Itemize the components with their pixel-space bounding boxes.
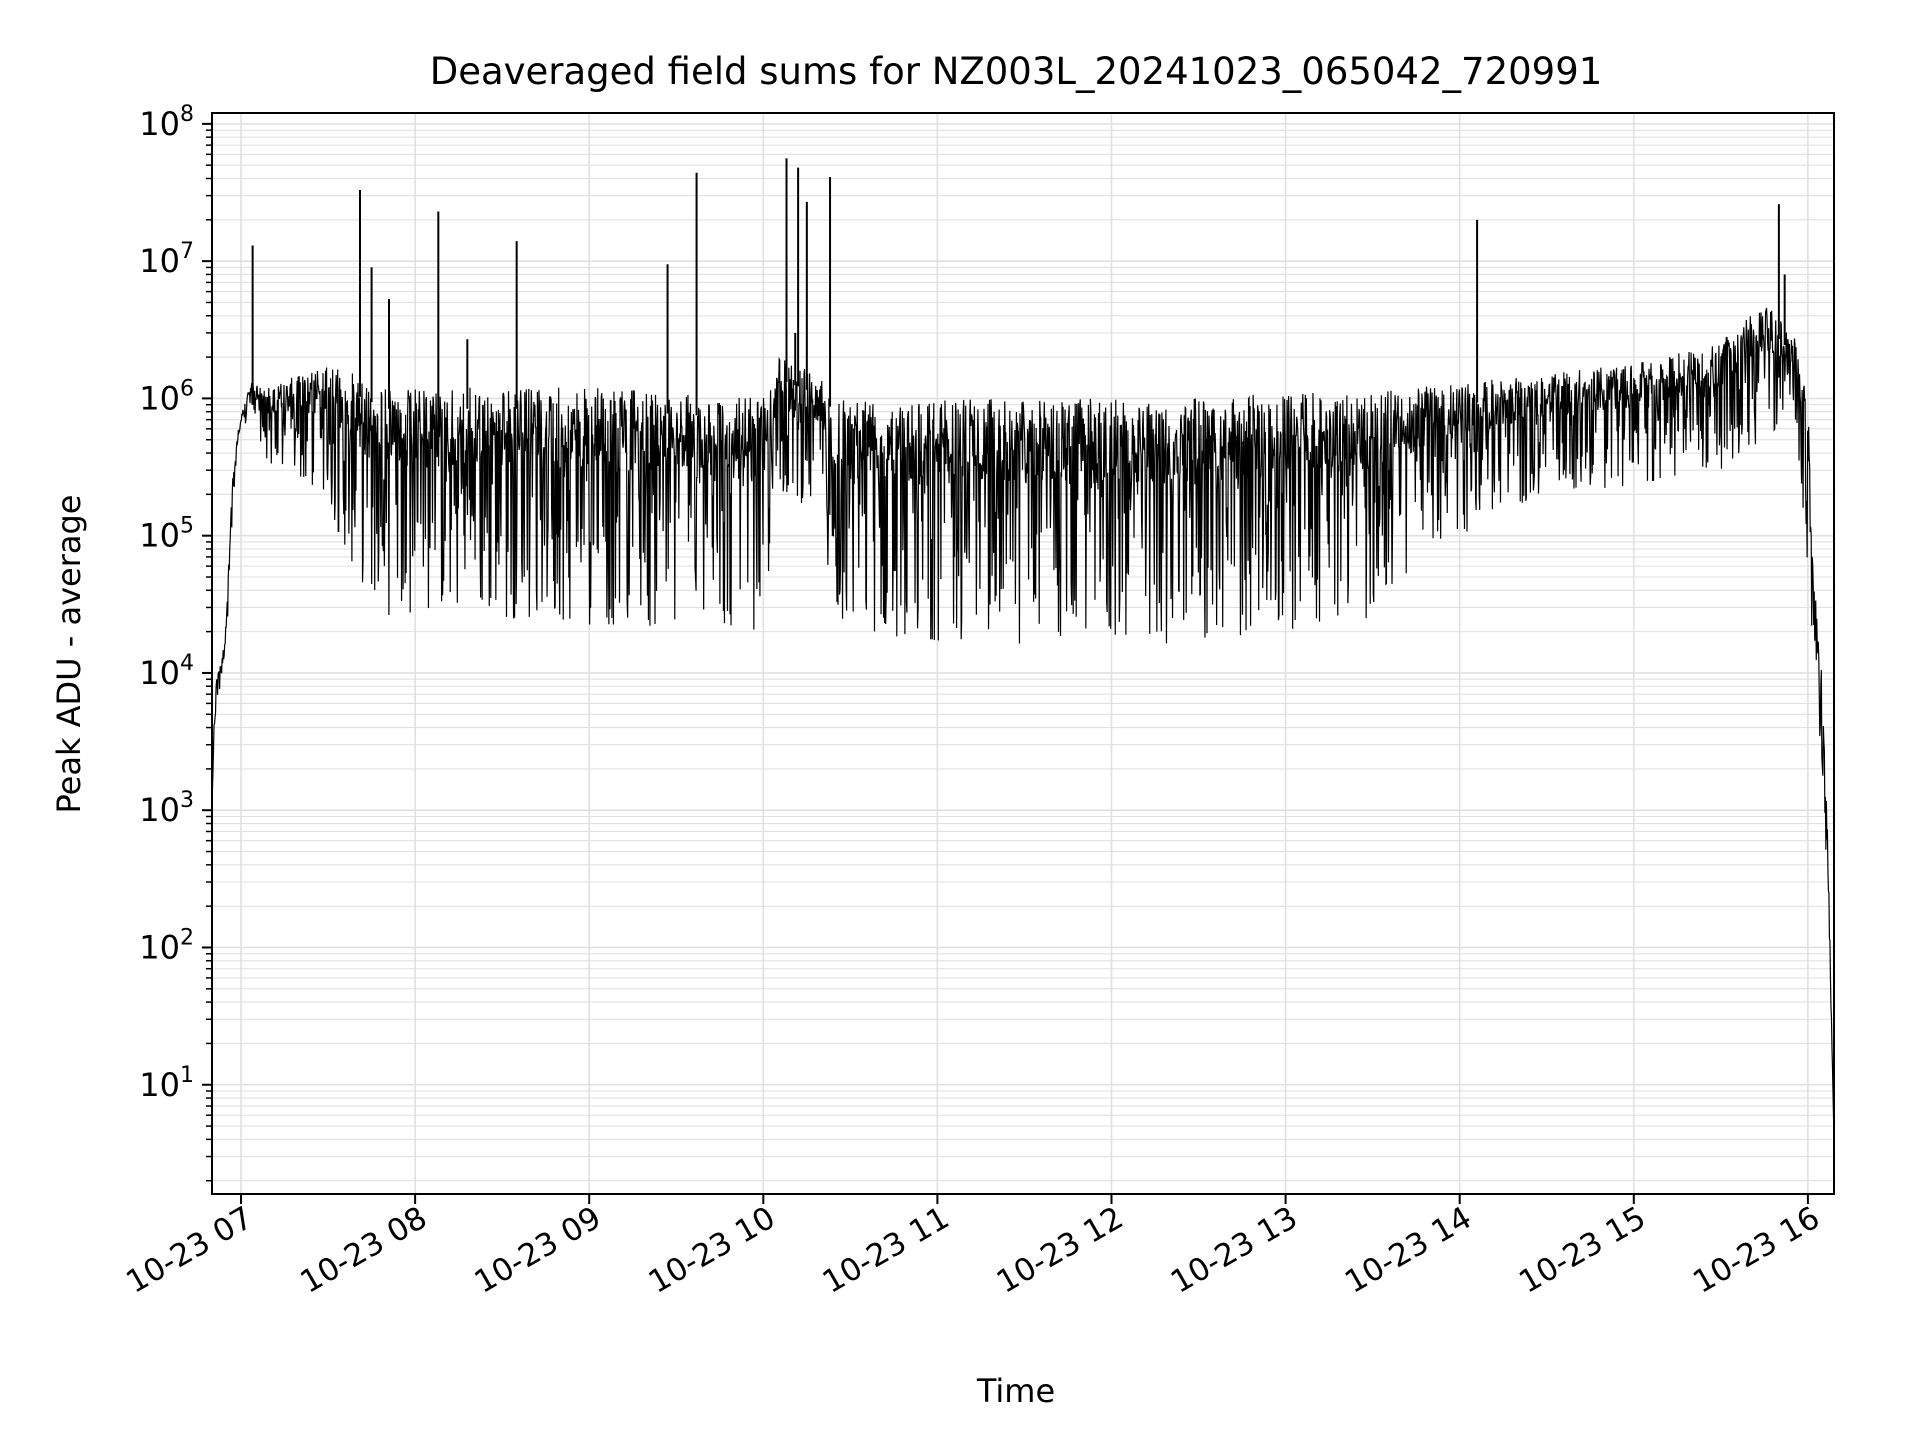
plot-frame: [211, 112, 1835, 1195]
y-axis-label: Peak ADU - average: [50, 495, 88, 814]
y-tick-label: 105: [139, 514, 194, 555]
y-tick-label: 102: [139, 925, 194, 966]
data-series: [211, 158, 1835, 1140]
y-tick-label: 107: [139, 239, 194, 280]
x-axis-label: Time: [976, 1372, 1055, 1410]
y-tick-label: 106: [139, 376, 194, 417]
y-tick-label: 101: [139, 1063, 194, 1104]
chart-title: Deaveraged field sums for NZ003L_2024102…: [430, 50, 1603, 93]
y-tick-label: 108: [139, 102, 194, 143]
y-tick-label: 104: [139, 651, 194, 692]
y-tick-label: 103: [139, 788, 194, 829]
y-axis-ticks: 101 102 103 104 105 106 107 108: [139, 102, 212, 1182]
series-line: [211, 307, 1835, 1140]
